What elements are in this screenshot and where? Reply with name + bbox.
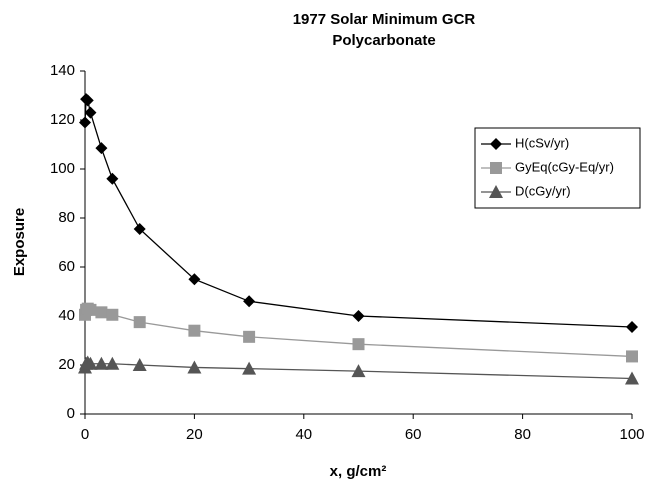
marker: [95, 306, 108, 319]
marker: [626, 321, 638, 334]
chart-title: Polycarbonate: [332, 32, 435, 49]
marker: [106, 172, 119, 185]
marker: [105, 356, 120, 370]
legend-marker: [489, 185, 503, 198]
marker: [243, 330, 256, 343]
marker: [188, 273, 201, 286]
marker: [95, 142, 108, 155]
legend-label: H(cSv/yr): [515, 135, 569, 150]
marker: [242, 361, 257, 375]
x-tick-label: 100: [619, 426, 644, 443]
marker: [84, 106, 97, 119]
marker: [351, 364, 366, 378]
marker: [626, 350, 638, 363]
marker: [243, 295, 256, 308]
y-tick-label: 120: [50, 111, 75, 128]
marker: [352, 338, 365, 351]
marker: [352, 310, 365, 322]
y-tick-label: 0: [67, 405, 75, 422]
y-tick-label: 100: [50, 160, 75, 177]
marker: [132, 358, 147, 371]
marker: [79, 116, 91, 129]
x-tick-label: 60: [405, 426, 422, 443]
marker: [133, 316, 146, 329]
y-tick-label: 140: [50, 62, 75, 79]
y-tick-label: 80: [58, 209, 75, 226]
chart-title: 1977 Solar Minimum GCR: [293, 11, 476, 28]
y-tick-label: 60: [58, 258, 75, 275]
x-tick-label: 20: [186, 426, 203, 443]
marker: [625, 371, 639, 385]
marker: [81, 94, 94, 107]
legend-label: GyEq(cGy-Eq/yr): [515, 159, 614, 174]
legend-marker: [490, 138, 502, 150]
y-tick-label: 40: [58, 307, 75, 324]
marker: [84, 303, 97, 316]
marker: [106, 308, 119, 321]
legend-label: D(cGy/yr): [515, 183, 571, 198]
y-axis-label: Exposure: [11, 208, 28, 276]
marker: [94, 356, 109, 370]
x-axis-label: x, g/cm²: [330, 463, 387, 480]
x-tick-label: 0: [81, 426, 89, 443]
marker: [133, 223, 146, 236]
legend-marker: [490, 162, 502, 174]
marker: [188, 324, 201, 337]
y-tick-label: 20: [58, 356, 75, 373]
x-tick-label: 40: [295, 426, 312, 443]
marker: [187, 360, 202, 374]
x-tick-label: 80: [514, 426, 531, 443]
marker: [83, 356, 98, 370]
